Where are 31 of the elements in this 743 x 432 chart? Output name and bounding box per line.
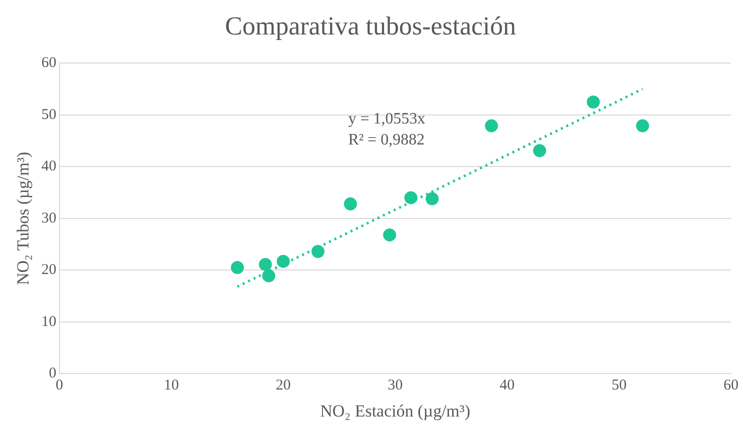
y-tick-label: 60 <box>41 55 56 72</box>
x-tick-label: 50 <box>612 378 627 394</box>
x-tick-label: 30 <box>388 378 403 394</box>
point <box>426 192 439 206</box>
chart-title: Comparativa tubos-estación <box>225 11 516 40</box>
point <box>586 96 600 108</box>
point <box>344 197 357 210</box>
point <box>533 144 546 158</box>
point <box>311 245 324 258</box>
point <box>230 261 244 274</box>
x-tick-label: 60 <box>724 378 738 394</box>
point <box>262 269 276 282</box>
y-tick-label: 40 <box>41 158 56 175</box>
y-tick-label: 50 <box>41 106 56 123</box>
point <box>484 119 498 132</box>
x-axis-title: NO₂ Estación (µg/m³) <box>320 401 470 420</box>
y-tick-label: 10 <box>41 314 56 330</box>
point <box>383 228 396 242</box>
annotation: R² = 0,9882 <box>348 131 425 148</box>
annotation: y = 1,0553x <box>348 110 426 128</box>
x-tick-label: 20 <box>276 378 291 394</box>
point <box>276 254 290 268</box>
x-tick-label: 40 <box>500 378 515 394</box>
y-axis-title: NO₂ Tubos (µg/m³) <box>14 152 33 286</box>
point <box>636 119 650 132</box>
x-tick-label: 10 <box>164 378 179 394</box>
y-tick-label: 30 <box>41 210 56 226</box>
point <box>258 258 272 271</box>
y-tick-label: 20 <box>41 262 56 278</box>
point <box>404 191 418 204</box>
y-tick-label: 0 <box>48 366 56 382</box>
